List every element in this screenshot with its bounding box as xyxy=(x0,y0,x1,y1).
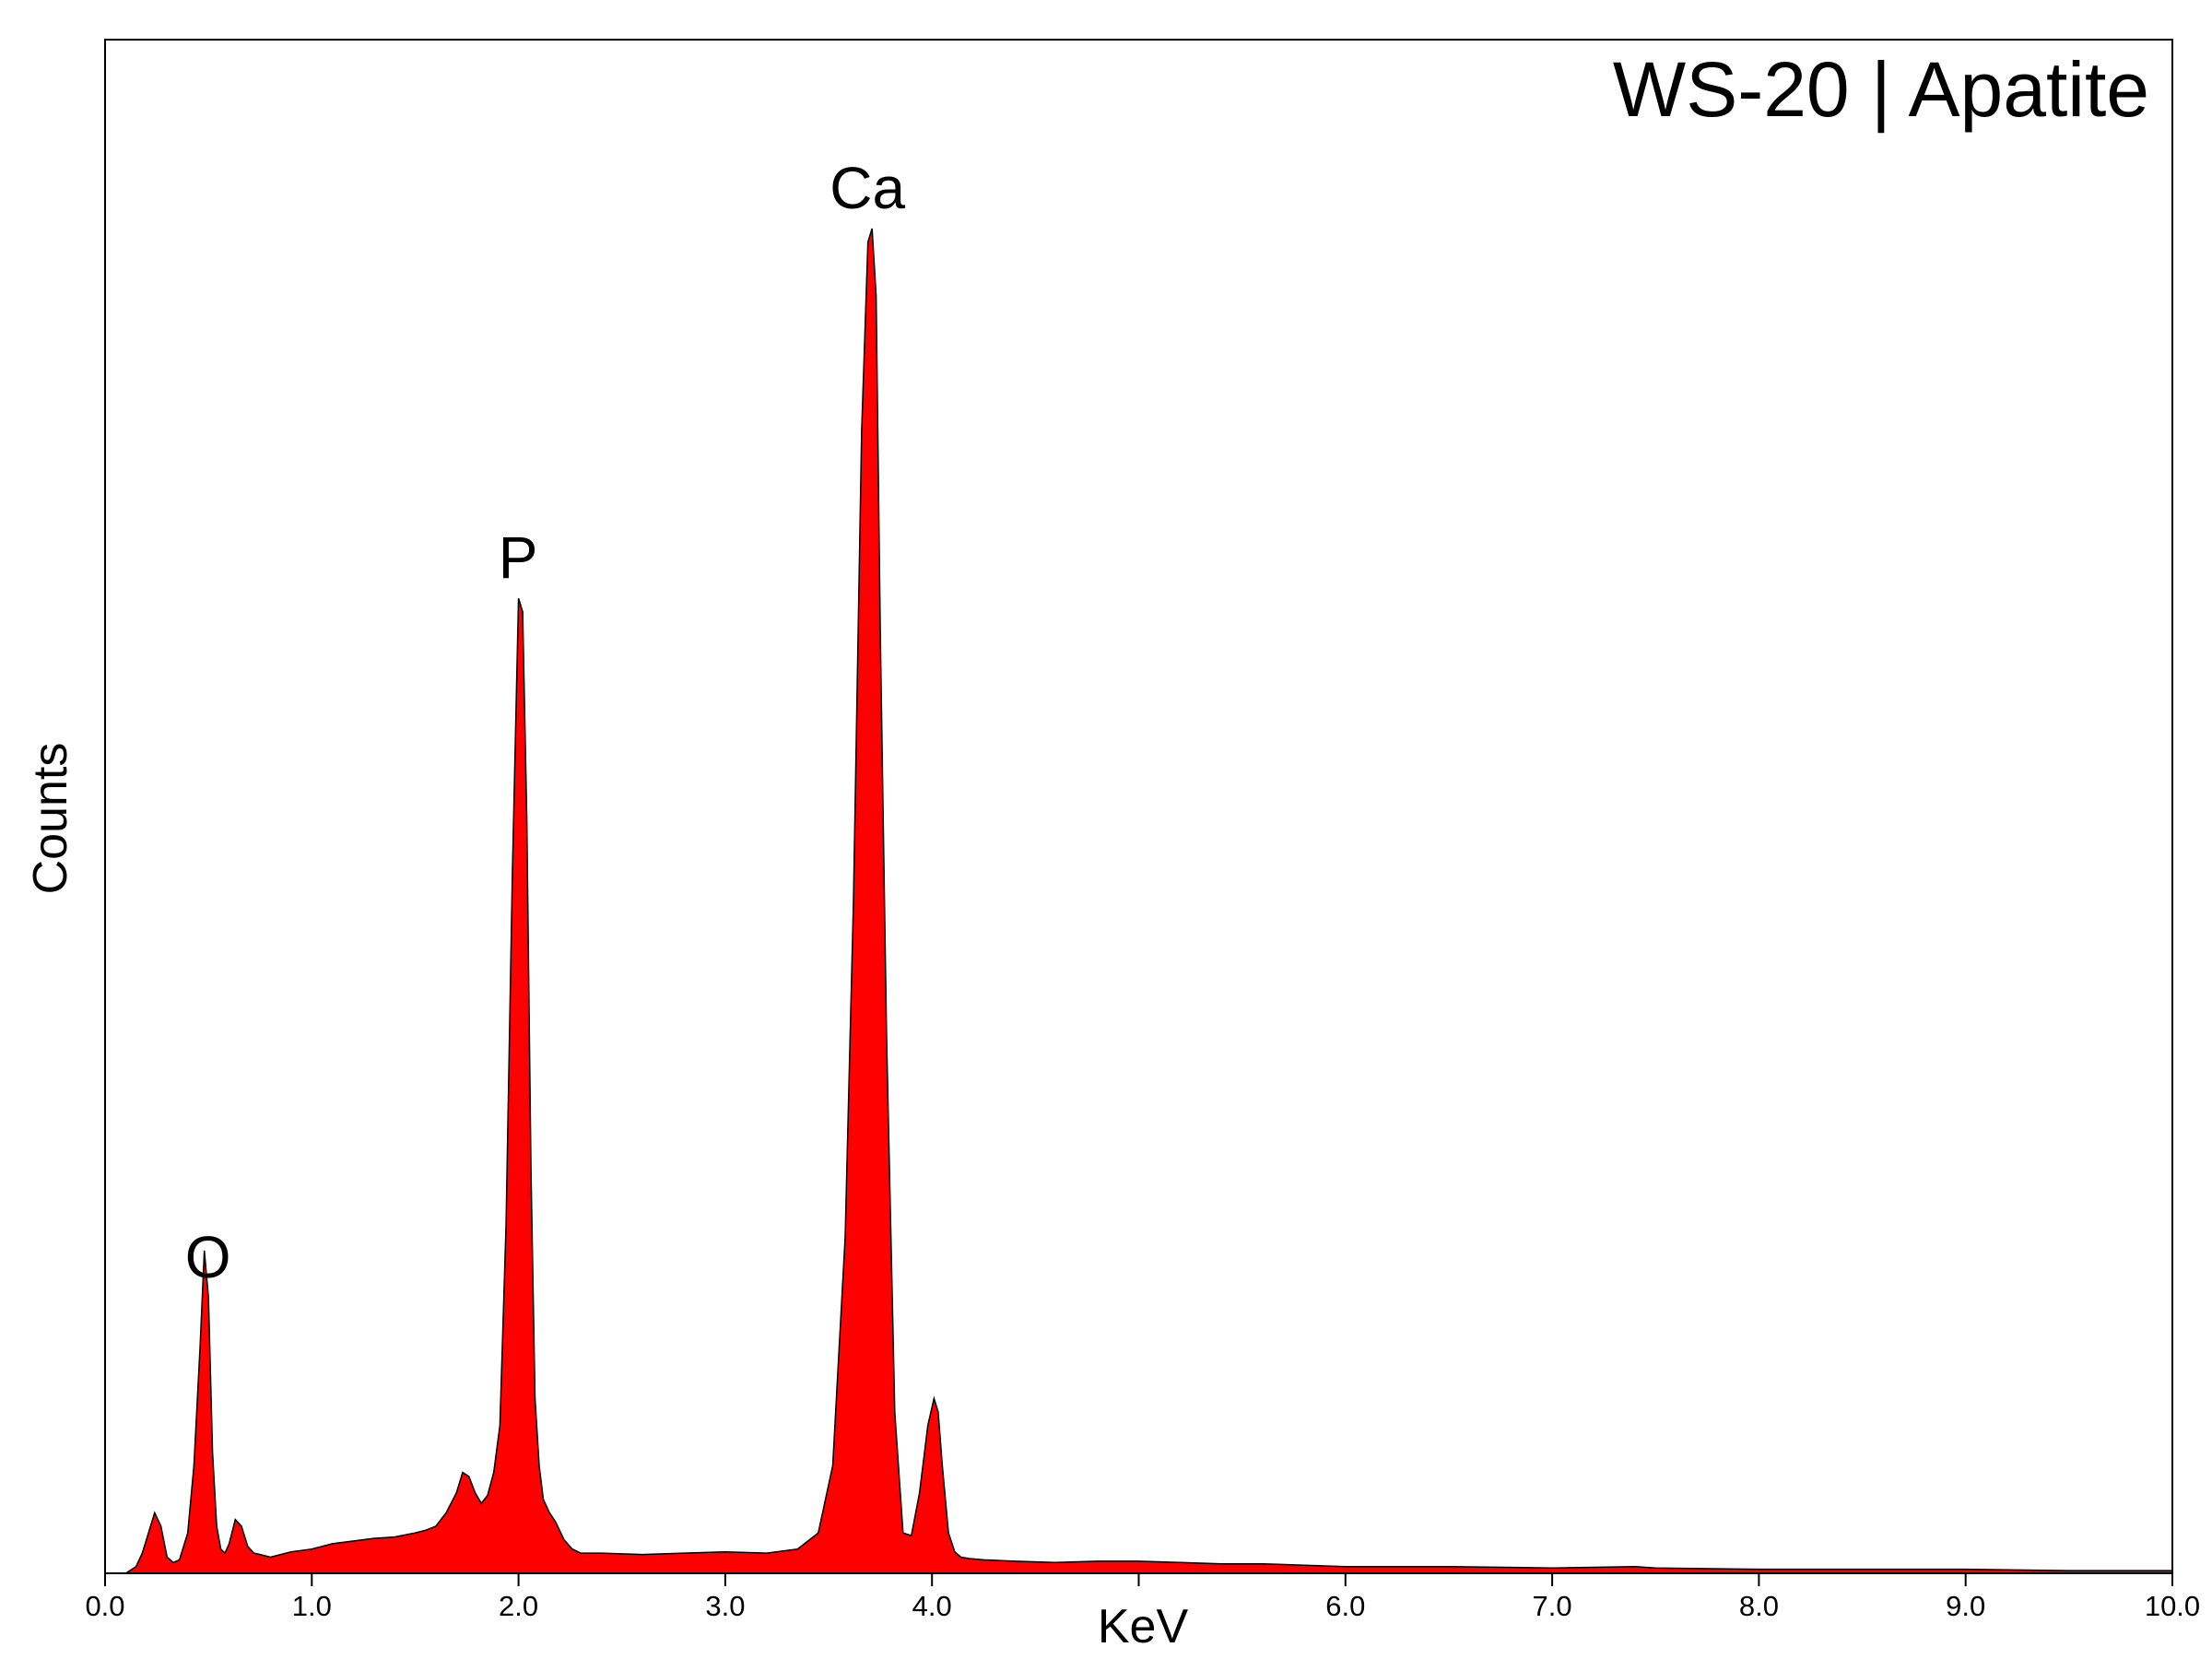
x-tick-label: 4.0 xyxy=(912,1590,952,1622)
x-tick-label: 7.0 xyxy=(1533,1590,1572,1622)
x-tick-label: 6.0 xyxy=(1325,1590,1365,1622)
peak-label-p: P xyxy=(499,524,538,591)
x-tick-label: 10.0 xyxy=(2145,1590,2200,1622)
peak-labels: O P Ca xyxy=(185,155,906,1290)
x-tick-label: 9.0 xyxy=(1946,1590,1985,1622)
peak-label-o: O xyxy=(185,1224,231,1290)
peak-label-ca: Ca xyxy=(830,155,905,221)
x-tick-label: 8.0 xyxy=(1739,1590,1779,1622)
y-axis-label: Counts xyxy=(24,743,77,895)
x-tick-label: 2.0 xyxy=(499,1590,538,1622)
series-layer xyxy=(123,228,2173,1574)
x-tick-label: 3.0 xyxy=(705,1590,745,1622)
x-axis-ticks: 0.0 1.0 2.0 3.0 4.0 6.0 7.0 8.0 9.0 10.0 xyxy=(85,1573,2200,1622)
spectrum-area xyxy=(123,228,2173,1574)
x-tick-label: 1.0 xyxy=(292,1590,332,1622)
x-tick-label: 0.0 xyxy=(85,1590,124,1622)
x-axis-label: KeV xyxy=(1098,1600,1189,1653)
chart-title: WS-20 | Apatite xyxy=(1613,46,2149,133)
